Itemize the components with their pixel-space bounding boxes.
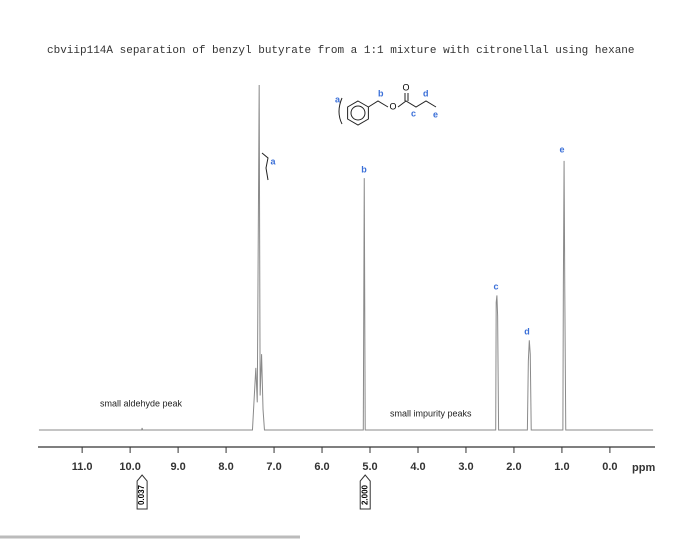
integral: 0.037 (136, 474, 148, 510)
x-tick-label: 3.0 (458, 461, 473, 473)
structure-label: c (411, 108, 416, 118)
structure-label: e (433, 109, 438, 119)
annotation: small impurity peaks (390, 408, 472, 418)
x-tick-label: 9.0 (170, 461, 185, 473)
integral-box (136, 474, 148, 510)
x-tick-label: 2.0 (506, 461, 521, 473)
integral-label: 0.037 (137, 484, 146, 505)
integral: 2.000 (359, 474, 371, 510)
peak-label: b (361, 164, 367, 174)
structure-label: d (423, 88, 429, 98)
bond (397, 100, 437, 108)
x-axis-label: ppm (632, 462, 655, 474)
bracket (338, 97, 343, 125)
integral-box (359, 474, 371, 510)
x-tick-label: 11.0 (72, 461, 93, 473)
x-tick-label: 7.0 (266, 461, 281, 473)
x-tick-label: 0.0 (602, 461, 617, 473)
x-tick-label: 10.0 (119, 461, 140, 473)
atom-label: O (402, 82, 409, 92)
spectrum-line (38, 84, 654, 431)
peak-label: e (559, 144, 564, 154)
peak-label: a (270, 156, 276, 166)
atom-label: O (389, 101, 396, 111)
x-tick-label: 8.0 (218, 461, 233, 473)
peak-label: d (524, 326, 530, 336)
double-bond (404, 93, 409, 101)
x-tick-label: 1.0 (554, 461, 569, 473)
x-tick-label: 4.0 (410, 461, 425, 473)
annotation: small aldehyde peak (100, 398, 183, 408)
bond (368, 100, 389, 108)
x-tick-label: 6.0 (314, 461, 329, 473)
structure-label: b (378, 88, 384, 98)
aromatic-circle (350, 105, 366, 121)
x-tick-label: 5.0 (362, 461, 377, 473)
structure-label: a (335, 94, 341, 104)
peak-label: c (493, 281, 498, 291)
peak-bracket (261, 152, 269, 181)
chart-title: cbviip114A separation of benzyl butyrate… (47, 45, 635, 57)
structure: O O a b c d e (335, 82, 438, 126)
integral-label: 2.000 (360, 484, 369, 505)
